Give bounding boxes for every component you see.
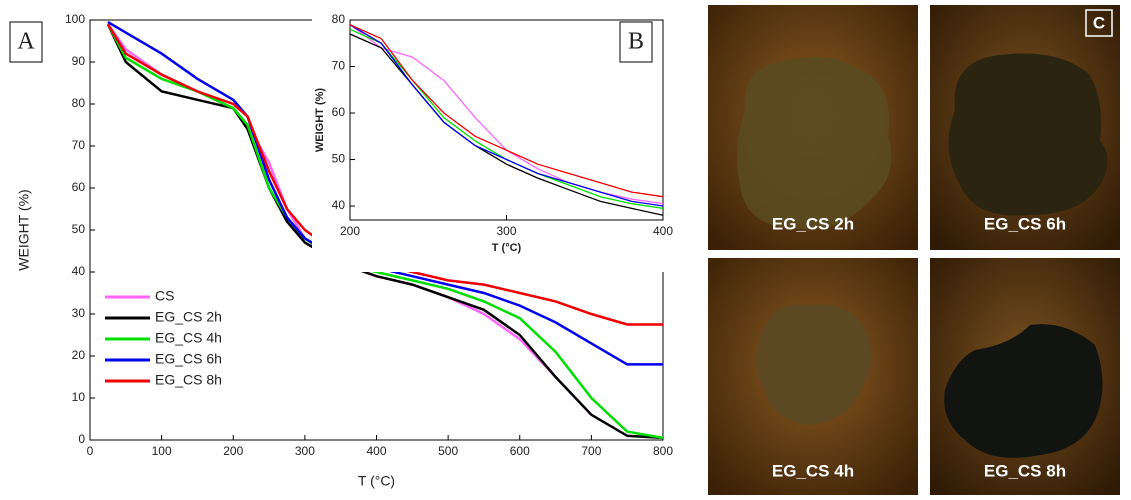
y-tick-label: 60: [72, 180, 86, 194]
y-tick-label: 0: [78, 432, 85, 446]
sample-blob: [944, 324, 1103, 458]
y-tick-label: 30: [72, 306, 86, 320]
panel-box: [9, 21, 43, 63]
legend-label: CS: [155, 288, 174, 304]
photo-label: EG_CS 8h: [984, 461, 1066, 480]
x-tick-label: 0: [87, 444, 94, 458]
sample-blob: [736, 56, 892, 230]
x-tick-label: 600: [510, 444, 530, 458]
y-tick-label: 10: [72, 390, 86, 404]
x-tick-label: 500: [438, 444, 458, 458]
y-tick-label: 90: [72, 54, 86, 68]
sample-blob: [948, 53, 1108, 216]
legend-label: EG_CS 4h: [155, 330, 222, 346]
y-tick-label: 70: [72, 138, 86, 152]
y-axis-label: WEIGHT (%): [16, 189, 32, 270]
y-tick-label: 20: [72, 348, 86, 362]
x-tick-label: 200: [340, 224, 360, 238]
photo-label: EG_CS 2h: [772, 214, 854, 233]
legend-label: EG_CS 2h: [155, 309, 222, 325]
data-line: [349, 24, 664, 198]
y-axis-label: WEIGHT (%): [314, 88, 326, 152]
x-tick-label: 700: [581, 444, 601, 458]
y-tick-label: 80: [72, 96, 86, 110]
data-line: [349, 33, 664, 216]
data-line: [349, 24, 664, 207]
y-tick-label: 40: [332, 198, 346, 212]
panel-box: [619, 21, 653, 63]
y-tick-label: 70: [332, 59, 346, 73]
x-axis-label: T (°C): [492, 242, 522, 254]
photo-label: EG_CS 6h: [984, 214, 1066, 233]
sample-blob: [756, 304, 872, 425]
photos: EG_CS 2h EG_CS 6h EG_CS 4h EG_CS 8h C: [708, 5, 1120, 495]
x-axis-label: T (°C): [358, 473, 395, 489]
legend-label: EG_CS 8h: [155, 372, 222, 388]
y-tick-label: 50: [332, 152, 346, 166]
photo-label: EG_CS 4h: [772, 461, 854, 480]
panel-label: C: [1093, 13, 1105, 32]
x-tick-label: 800: [653, 444, 673, 458]
legend-label: EG_CS 6h: [155, 351, 222, 367]
panel-box: [1085, 9, 1113, 37]
y-tick-label: 80: [332, 12, 346, 26]
panel-label: B: [628, 29, 644, 55]
y-tick-label: 50: [72, 222, 86, 236]
y-tick-label: 40: [72, 264, 86, 278]
y-tick-label: 60: [332, 105, 346, 119]
x-tick-label: 300: [295, 444, 315, 458]
x-tick-label: 300: [496, 224, 516, 238]
x-tick-label: 400: [366, 444, 386, 458]
x-tick-label: 100: [152, 444, 172, 458]
x-tick-label: 400: [653, 224, 673, 238]
y-tick-label: 100: [65, 12, 85, 26]
panel-label: A: [17, 29, 35, 55]
x-tick-label: 200: [223, 444, 243, 458]
